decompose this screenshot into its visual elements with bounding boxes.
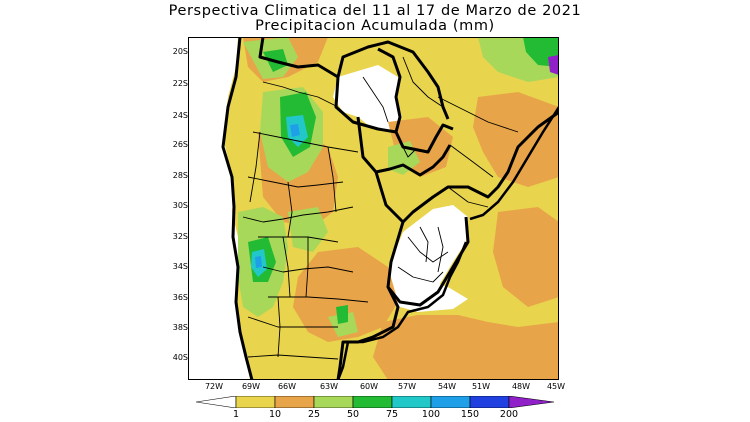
colorbar-segment-100-150: [430, 396, 471, 408]
lat-label-36s: 36S: [172, 293, 188, 302]
colorbar-label-25: 25: [307, 409, 321, 420]
colorbar-segment-50-75: [352, 396, 393, 408]
map-frame: [188, 37, 559, 380]
colorbar-label-150: 150: [460, 409, 480, 420]
lon-label-69w: 69W: [241, 382, 261, 391]
colorbar: [196, 396, 555, 408]
precip-orange-area: [373, 315, 559, 380]
colorbar-segment-over: [508, 396, 555, 408]
colorbar-label-200: 200: [499, 409, 519, 420]
lat-label-24s: 24S: [172, 111, 188, 120]
atlantic-coastline: [336, 106, 559, 380]
lon-label-54w: 54W: [437, 382, 457, 391]
lon-label-45w: 45W: [546, 382, 566, 391]
lon-label-72w: 72W: [204, 382, 224, 391]
lon-label-57w: 57W: [397, 382, 417, 391]
precip-orange-area: [293, 247, 398, 342]
lat-label-30s: 30S: [172, 201, 188, 210]
lat-label-22s: 22S: [172, 79, 188, 88]
precip-blue-area: [290, 124, 300, 137]
precip-green-area: [288, 207, 328, 252]
lat-label-32s: 32S: [172, 232, 188, 241]
lon-label-60w: 60W: [359, 382, 379, 391]
lat-label-38s: 38S: [172, 323, 188, 332]
colorbar-segment-1-10: [235, 396, 276, 408]
colorbar-segment-75-100: [391, 396, 432, 408]
map-subtitle: Precipitacion Acumulada (mm): [255, 18, 495, 34]
map-title: Perspectiva Climatica del 11 al 17 de Ma…: [168, 3, 582, 19]
lon-label-51w: 51W: [471, 382, 491, 391]
chile-pacific-area: [188, 37, 250, 380]
lat-label-26s: 26S: [172, 140, 188, 149]
province-borders: [242, 56, 519, 360]
colorbar-segment-150-200: [469, 396, 510, 408]
colorbar-segment-25-50: [313, 396, 354, 408]
precip-bright-green-area: [336, 305, 348, 324]
colorbar-label-10: 10: [268, 409, 282, 420]
precip-purple-area: [548, 55, 559, 75]
lat-label-40s: 40S: [172, 353, 188, 362]
precip-green-area: [328, 312, 358, 337]
colorbar-segment-10-25: [274, 396, 315, 408]
colorbar-segment-under: [196, 396, 237, 408]
colorbar-label-50: 50: [346, 409, 360, 420]
colorbar-label-100: 100: [421, 409, 441, 420]
precip-orange-area: [473, 92, 559, 187]
precip-orange-area: [493, 207, 559, 307]
lon-label-63w: 63W: [319, 382, 339, 391]
lat-label-34s: 34S: [172, 262, 188, 271]
lon-label-66w: 66W: [277, 382, 297, 391]
precip-blue-area: [255, 256, 262, 268]
colorbar-label-75: 75: [385, 409, 399, 420]
precipitation-map: [188, 37, 559, 380]
lat-label-20s: 20S: [172, 47, 188, 56]
lon-label-48w: 48W: [511, 382, 531, 391]
colorbar-label-1: 1: [232, 409, 240, 420]
lat-label-28s: 28S: [172, 171, 188, 180]
bolivia-dry-area: [333, 65, 402, 132]
